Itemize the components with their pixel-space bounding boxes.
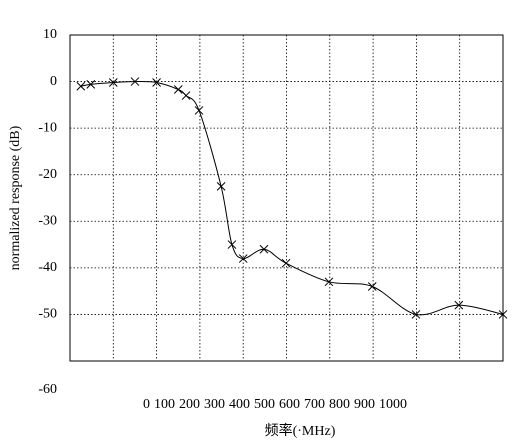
marker	[238, 254, 248, 263]
marker	[181, 91, 191, 100]
marker	[324, 277, 334, 287]
x-tick-label: 300	[204, 397, 225, 412]
x-tick-label: 600	[279, 397, 300, 412]
marker	[173, 85, 183, 94]
marker	[194, 106, 204, 115]
x-tick-label: 900	[354, 397, 375, 412]
y-tick-label: 10	[43, 27, 57, 42]
marker	[152, 78, 161, 87]
x-axis-label: 频率(·MHz)	[265, 422, 336, 439]
marker	[76, 81, 86, 91]
marker	[367, 282, 377, 291]
marker	[108, 78, 118, 87]
line	[80, 81, 504, 316]
x-tick-label: 200	[179, 397, 200, 412]
x-tick-label: 0	[143, 397, 150, 412]
x-tick-label: 800	[329, 397, 350, 412]
y-tick-label: -50	[38, 307, 57, 322]
y-tick-label: -30	[38, 214, 57, 229]
y-tick-label: -60	[38, 382, 57, 397]
x-tick-label: 400	[229, 397, 250, 412]
y-axis-label: normalized response (dB)	[8, 125, 23, 270]
marker	[411, 310, 421, 319]
marker	[454, 300, 464, 310]
x-tick-labels: 0 100 200 300 400 500 600 700 800 900 1000	[143, 397, 407, 412]
marker	[130, 77, 140, 86]
marker	[227, 240, 237, 249]
x-tick-label: 1000	[379, 397, 407, 412]
y-tick-label: -40	[38, 260, 57, 275]
marker	[86, 80, 96, 89]
y-tick-label: 0	[50, 74, 57, 89]
marker	[259, 244, 269, 254]
x-tick-label: 700	[304, 397, 325, 412]
y-tick-label: -10	[38, 120, 57, 135]
x-tick-label: 500	[254, 397, 275, 412]
marker	[498, 310, 508, 319]
marker	[281, 258, 291, 268]
x-tick-label: 100	[154, 397, 175, 412]
y-tick-label: -20	[38, 167, 57, 182]
marker	[216, 182, 226, 191]
